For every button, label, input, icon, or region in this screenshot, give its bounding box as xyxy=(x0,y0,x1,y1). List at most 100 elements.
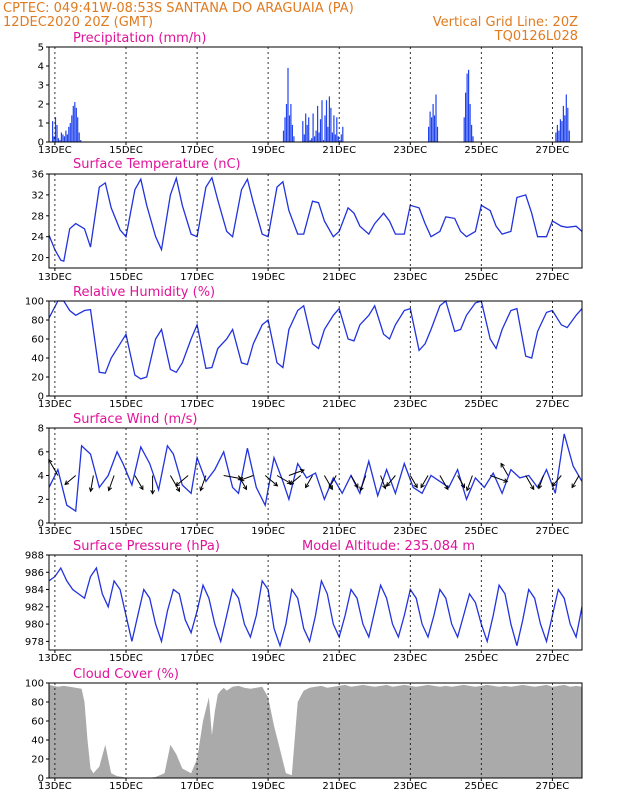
precip-bar xyxy=(325,100,328,142)
wind-vector xyxy=(466,475,473,491)
wind-vector xyxy=(305,475,313,488)
y-tick-label: 8 xyxy=(38,424,44,435)
x-tick-label: 27DEC xyxy=(536,272,570,283)
panel-title: Precipitation (mm/h) xyxy=(73,31,206,46)
precip-bar xyxy=(293,136,295,142)
wind-arrowhead xyxy=(354,483,359,489)
x-tick-label: 23DEC xyxy=(393,526,427,537)
precip-bar xyxy=(282,130,285,142)
precip-bar xyxy=(562,105,564,142)
precip-bar xyxy=(56,124,58,142)
y-tick-label: 36 xyxy=(31,170,44,181)
wind-vector xyxy=(64,475,77,485)
series-line xyxy=(48,433,583,513)
wind-vector xyxy=(276,475,292,484)
precip-bar xyxy=(564,115,566,142)
x-tick-label: 15DEC xyxy=(109,526,143,537)
x-tick-label: 19DEC xyxy=(251,399,285,410)
wind-arrowhead xyxy=(571,483,576,489)
precip-bar xyxy=(436,126,439,142)
precip-bar xyxy=(339,140,341,142)
precip-bar xyxy=(53,136,55,142)
wind-vector xyxy=(323,475,333,490)
wind-arrowhead xyxy=(551,482,557,487)
precip-bar xyxy=(342,126,344,142)
precip-bar xyxy=(431,117,433,142)
x-tick-label: 23DEC xyxy=(393,399,427,410)
y-tick-label: 40 xyxy=(31,354,44,365)
wind-vector xyxy=(525,475,535,490)
precip-bar xyxy=(331,132,333,142)
y-tick-label: 4 xyxy=(38,62,44,73)
precip-bar xyxy=(65,130,67,142)
wind-arrowhead xyxy=(64,480,70,486)
precip-bar xyxy=(68,126,70,142)
panel-frame xyxy=(48,427,583,524)
precip-bar xyxy=(69,123,71,142)
panel-3: Relative Humidity (%) 0 20 40 60 80 100 13DEC 15… xyxy=(25,285,583,410)
wind-vector xyxy=(264,475,278,487)
wind-arrowhead xyxy=(239,476,245,482)
x-tick-label: 27DEC xyxy=(536,526,570,537)
wind-arrowhead xyxy=(530,485,535,491)
precip-bar xyxy=(322,140,325,142)
panel-title: Relative Humidity (%) xyxy=(73,285,215,300)
x-tick-label: 15DEC xyxy=(109,272,143,283)
wind-arrowhead xyxy=(359,486,364,492)
precip-bar xyxy=(60,132,62,142)
y-tick-label: 0 xyxy=(38,519,44,530)
precip-bar xyxy=(52,121,54,142)
precip-bar xyxy=(565,94,567,142)
x-tick-label: 25DEC xyxy=(464,145,498,156)
precip-bar xyxy=(318,132,320,142)
precip-bar xyxy=(324,115,326,142)
y-tick-label: 2 xyxy=(38,100,44,111)
precip-bar xyxy=(77,117,79,142)
precip-bar xyxy=(328,96,330,142)
wind-vector xyxy=(500,463,509,476)
wind-vector xyxy=(200,475,207,491)
panel-frame xyxy=(48,46,583,143)
wind-arrowhead xyxy=(537,484,543,490)
precip-bar xyxy=(315,130,317,142)
x-tick-label: 19DEC xyxy=(251,526,285,537)
wind-arrowhead xyxy=(420,483,425,489)
precip-bar xyxy=(556,124,558,142)
wind-vector xyxy=(169,475,180,492)
x-tick-label: 19DEC xyxy=(251,145,285,156)
precip-bar xyxy=(287,67,289,142)
y-tick-label: 20 xyxy=(31,253,44,264)
header-location: CPTEC: 049:41W-08:53S SANTANA DO ARAGUAI… xyxy=(3,1,354,16)
precip-bar xyxy=(568,130,570,142)
wind-vector xyxy=(439,475,449,490)
precip-bar xyxy=(463,117,465,142)
x-tick-label: 13DEC xyxy=(38,145,72,156)
panel-frame xyxy=(48,554,583,651)
precip-bar xyxy=(305,113,307,142)
x-tick-label: 25DEC xyxy=(464,653,498,664)
x-tick-label: 21DEC xyxy=(322,145,356,156)
precip-bar xyxy=(561,121,563,142)
precip-bar xyxy=(567,107,569,142)
x-tick-label: 17DEC xyxy=(180,781,214,792)
y-tick-label: 28 xyxy=(31,211,44,222)
y-tick-label: 5 xyxy=(38,43,44,54)
wind-arrowhead xyxy=(503,478,509,483)
precip-bar xyxy=(435,94,437,142)
precip-bar xyxy=(558,130,560,142)
y-tick-label: 80 xyxy=(31,698,44,709)
precip-bar xyxy=(336,117,338,142)
wind-arrowhead xyxy=(305,483,310,489)
precip-bar xyxy=(309,140,311,142)
precip-bar xyxy=(285,104,288,142)
x-tick-label: 23DEC xyxy=(393,272,427,283)
y-tick-label: 978 xyxy=(25,637,44,648)
x-tick-label: 17DEC xyxy=(180,272,214,283)
x-tick-label: 15DEC xyxy=(109,781,143,792)
precip-bar xyxy=(429,111,431,142)
x-tick-label: 19DEC xyxy=(251,653,285,664)
x-tick-label: 25DEC xyxy=(464,399,498,410)
x-tick-label: 13DEC xyxy=(38,653,72,664)
precip-bar xyxy=(428,126,430,142)
